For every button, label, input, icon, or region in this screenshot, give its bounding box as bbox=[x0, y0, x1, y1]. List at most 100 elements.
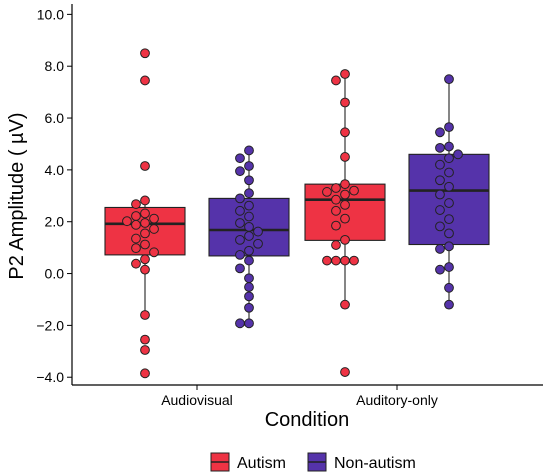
data-point bbox=[235, 166, 245, 177]
y-ticks: −4.0 −2.0 0.0 2.0 4.0 6.0 8.0 10.0 bbox=[36, 6, 72, 385]
data-point bbox=[340, 213, 350, 224]
data-point bbox=[331, 255, 341, 266]
y-tick-label: 0.0 bbox=[45, 266, 65, 282]
data-point bbox=[444, 181, 454, 192]
data-point bbox=[349, 255, 359, 266]
legend-label: Non-autism bbox=[334, 455, 416, 472]
data-point bbox=[235, 193, 245, 204]
data-point bbox=[444, 198, 454, 208]
data-point bbox=[244, 273, 254, 284]
data-point bbox=[244, 282, 254, 292]
data-point bbox=[149, 224, 159, 234]
data-point bbox=[331, 183, 341, 193]
data-point bbox=[331, 220, 341, 231]
data-point bbox=[140, 218, 150, 228]
data-point bbox=[444, 167, 454, 178]
data-point bbox=[235, 318, 245, 329]
data-point bbox=[444, 262, 454, 272]
data-point bbox=[131, 219, 141, 230]
data-point bbox=[453, 149, 463, 160]
data-point bbox=[244, 255, 254, 266]
y-tick-label: −2.0 bbox=[36, 317, 64, 333]
data-point bbox=[435, 244, 445, 254]
data-point bbox=[244, 211, 254, 222]
x-ticks: Audiovisual Auditory-only bbox=[161, 385, 438, 408]
legend-item: Non-autism bbox=[307, 452, 416, 472]
y-tick-label: −4.0 bbox=[36, 369, 64, 385]
data-point bbox=[340, 255, 350, 266]
x-tick-label: Auditory-only bbox=[356, 392, 438, 408]
data-point bbox=[140, 195, 150, 206]
x-axis-title: Condition bbox=[265, 409, 350, 431]
data-point bbox=[131, 211, 141, 221]
data-point bbox=[149, 247, 159, 258]
data-point bbox=[322, 187, 332, 197]
data-point bbox=[444, 153, 454, 164]
y-axis-title: P2 Amplitude ( µV) bbox=[6, 112, 28, 279]
x-tick-label: Audiovisual bbox=[161, 392, 233, 408]
data-point bbox=[435, 264, 445, 275]
data-point bbox=[235, 218, 245, 228]
y-tick-label: 2.0 bbox=[45, 214, 65, 230]
data-point bbox=[235, 263, 245, 274]
y-tick-label: 10.0 bbox=[37, 6, 64, 22]
data-point bbox=[349, 185, 359, 196]
data-point bbox=[244, 175, 254, 186]
data-point bbox=[140, 368, 150, 379]
axes bbox=[71, 4, 543, 386]
data-point bbox=[140, 264, 150, 275]
data-point bbox=[444, 214, 454, 225]
legend: Autism Non-autism bbox=[210, 452, 416, 472]
data-point bbox=[435, 159, 445, 170]
data-point bbox=[244, 200, 254, 211]
data-point bbox=[435, 205, 445, 215]
data-point bbox=[444, 74, 454, 85]
box-group bbox=[304, 69, 386, 377]
data-point bbox=[331, 240, 341, 250]
data-point bbox=[253, 226, 263, 237]
data-point bbox=[235, 153, 245, 164]
data-point bbox=[244, 231, 254, 241]
data-point bbox=[435, 127, 445, 138]
data-point bbox=[131, 243, 141, 254]
data-point bbox=[331, 75, 341, 86]
data-point bbox=[140, 254, 150, 265]
data-point bbox=[140, 75, 150, 86]
data-point bbox=[444, 241, 454, 252]
data-point bbox=[140, 228, 150, 239]
data-point bbox=[444, 141, 454, 152]
plot-area bbox=[104, 48, 490, 379]
data-point bbox=[444, 122, 454, 133]
legend-item: Autism bbox=[210, 452, 286, 472]
data-point bbox=[435, 189, 445, 200]
data-point bbox=[253, 238, 263, 249]
data-point bbox=[331, 194, 341, 205]
data-point bbox=[244, 302, 254, 313]
data-point bbox=[444, 299, 454, 310]
data-point bbox=[340, 299, 350, 310]
data-point bbox=[140, 48, 150, 59]
data-point bbox=[140, 208, 150, 219]
data-point bbox=[340, 179, 350, 190]
data-point bbox=[435, 142, 445, 153]
legend-label: Autism bbox=[237, 455, 286, 472]
data-point bbox=[444, 228, 454, 239]
data-point bbox=[340, 199, 350, 210]
data-point bbox=[149, 213, 159, 224]
data-point bbox=[131, 258, 141, 269]
data-point bbox=[322, 255, 332, 266]
data-point bbox=[340, 127, 350, 138]
data-point bbox=[140, 239, 150, 250]
data-point bbox=[235, 234, 245, 245]
box-group bbox=[208, 145, 290, 329]
y-tick-label: 6.0 bbox=[45, 110, 65, 126]
data-point bbox=[435, 221, 445, 232]
data-point bbox=[340, 367, 350, 377]
data-point bbox=[340, 189, 350, 200]
data-point bbox=[244, 161, 254, 171]
data-point bbox=[340, 152, 350, 162]
box-group bbox=[104, 48, 186, 379]
data-point bbox=[235, 205, 245, 216]
data-point bbox=[140, 334, 150, 345]
data-point bbox=[131, 199, 141, 209]
